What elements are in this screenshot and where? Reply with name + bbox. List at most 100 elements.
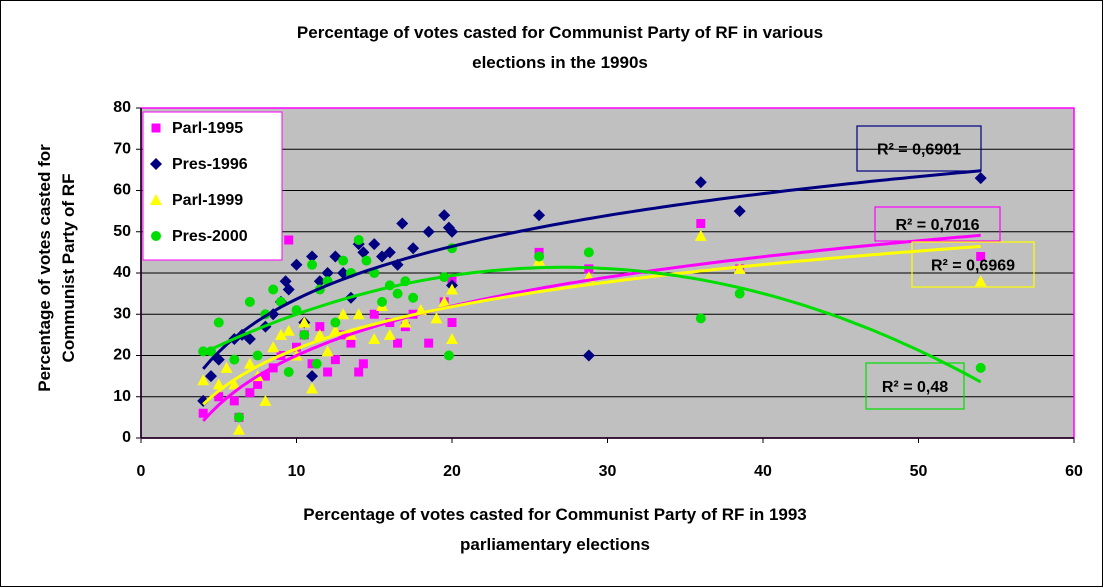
marker [311, 358, 322, 369]
r2-box [865, 362, 965, 410]
marker [694, 229, 707, 241]
x-tick-label: 20 [443, 463, 461, 480]
marker [299, 329, 310, 340]
legend-label: Parl-1995 [172, 120, 243, 137]
y-tick-label: 70 [113, 140, 131, 157]
marker [243, 333, 256, 345]
marker [430, 312, 443, 324]
marker [330, 317, 341, 328]
y-tick-label: 40 [113, 264, 131, 281]
marker [734, 288, 745, 299]
marker [368, 333, 381, 344]
marker [306, 370, 319, 383]
marker [408, 292, 419, 303]
marker [399, 316, 412, 328]
marker [229, 396, 239, 406]
marker [357, 246, 370, 259]
marker [346, 338, 356, 348]
marker [306, 382, 319, 394]
marker [447, 318, 457, 327]
marker [377, 296, 388, 307]
y-tick-label: 80 [113, 99, 131, 116]
marker [368, 238, 381, 251]
marker [232, 423, 245, 435]
marker [583, 247, 594, 258]
marker [446, 225, 458, 238]
marker [306, 250, 319, 263]
marker [352, 308, 365, 320]
r2-label: R² = 0,6969 [931, 258, 1015, 275]
legend-label: Pres-2000 [172, 228, 248, 245]
marker [337, 308, 350, 320]
marker [582, 349, 595, 362]
x-tick-label: 50 [910, 463, 928, 480]
x-tick-label: 30 [599, 463, 617, 480]
marker [396, 217, 409, 230]
legend-marker [150, 194, 162, 205]
marker [392, 288, 403, 299]
legend-label: Pres-1996 [172, 156, 248, 173]
marker [353, 235, 364, 245]
marker [252, 350, 263, 361]
marker [361, 255, 372, 266]
marker [438, 209, 451, 222]
marker [338, 255, 349, 266]
marker [282, 283, 295, 296]
y-tick-label: 10 [113, 388, 131, 405]
marker [534, 251, 545, 262]
marker [533, 209, 546, 222]
marker [443, 350, 454, 361]
r2-box [911, 241, 1035, 288]
y-tick-label: 0 [122, 429, 131, 446]
marker [974, 275, 987, 287]
legend-marker [150, 158, 162, 170]
marker [696, 219, 706, 228]
marker [197, 374, 210, 386]
marker [337, 267, 350, 279]
marker [446, 283, 458, 295]
series [198, 235, 986, 423]
marker [383, 328, 396, 340]
r2-box [856, 125, 982, 172]
trendline [202, 169, 981, 370]
marker [298, 316, 311, 328]
marker [243, 357, 256, 369]
marker [290, 258, 303, 271]
x-tick-label: 60 [1065, 463, 1083, 480]
r2-box [874, 206, 1001, 242]
r2-label: R² = 0,48 [882, 379, 948, 396]
marker [204, 370, 217, 383]
marker [338, 330, 348, 340]
marker [323, 367, 333, 377]
marker [694, 176, 707, 189]
marker [212, 378, 225, 390]
marker [446, 333, 458, 344]
marker [198, 408, 208, 418]
chart-title: Percentage of votes casted for Communist… [296, 23, 824, 72]
marker [321, 267, 334, 279]
marker [244, 296, 255, 307]
marker [974, 172, 987, 185]
x-tick-label: 10 [288, 463, 306, 480]
marker [393, 338, 403, 348]
marker [438, 295, 451, 307]
legend [142, 111, 283, 261]
marker [274, 328, 287, 340]
marker [315, 322, 325, 332]
r2-label: R² = 0,6901 [877, 142, 961, 159]
x-tick-label: 40 [754, 463, 772, 480]
legend-marker [151, 231, 161, 241]
marker [228, 378, 241, 390]
marker [268, 284, 279, 295]
marker [267, 341, 280, 353]
trendline [202, 265, 982, 384]
marker [313, 328, 326, 340]
legend-label: Parl-1999 [172, 192, 243, 209]
marker [321, 345, 334, 357]
marker [245, 388, 255, 398]
x-axis-label: Percentage of votes casted for Communist… [303, 505, 807, 554]
legend-marker [151, 123, 161, 133]
